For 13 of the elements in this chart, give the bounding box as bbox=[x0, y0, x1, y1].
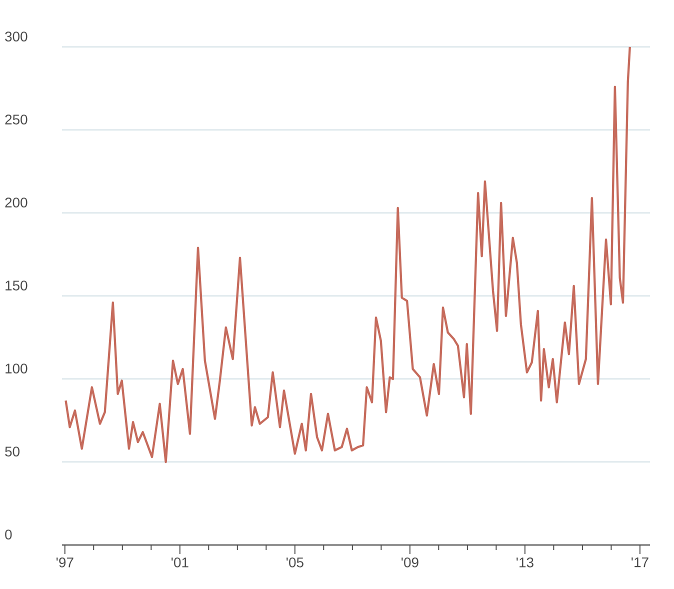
x-tick-label: '13 bbox=[516, 557, 534, 568]
y-tick-label: 150 bbox=[6, 280, 28, 290]
y-tick-label: 0 bbox=[5, 530, 12, 540]
x-tick-label: '05 bbox=[286, 557, 304, 568]
x-tick-label: '09 bbox=[402, 557, 418, 568]
y-tick-label: 50 bbox=[5, 446, 20, 456]
y-tick-label: 200 bbox=[5, 198, 28, 208]
x-tick-label: '17 bbox=[632, 558, 648, 568]
y-tick-label: 300 bbox=[5, 32, 28, 42]
x-tick-label: '01 bbox=[172, 557, 188, 568]
y-tick-label: 250 bbox=[5, 114, 28, 124]
y-tick-label: 100 bbox=[6, 364, 28, 374]
x-tick-label: '97 bbox=[56, 557, 74, 568]
